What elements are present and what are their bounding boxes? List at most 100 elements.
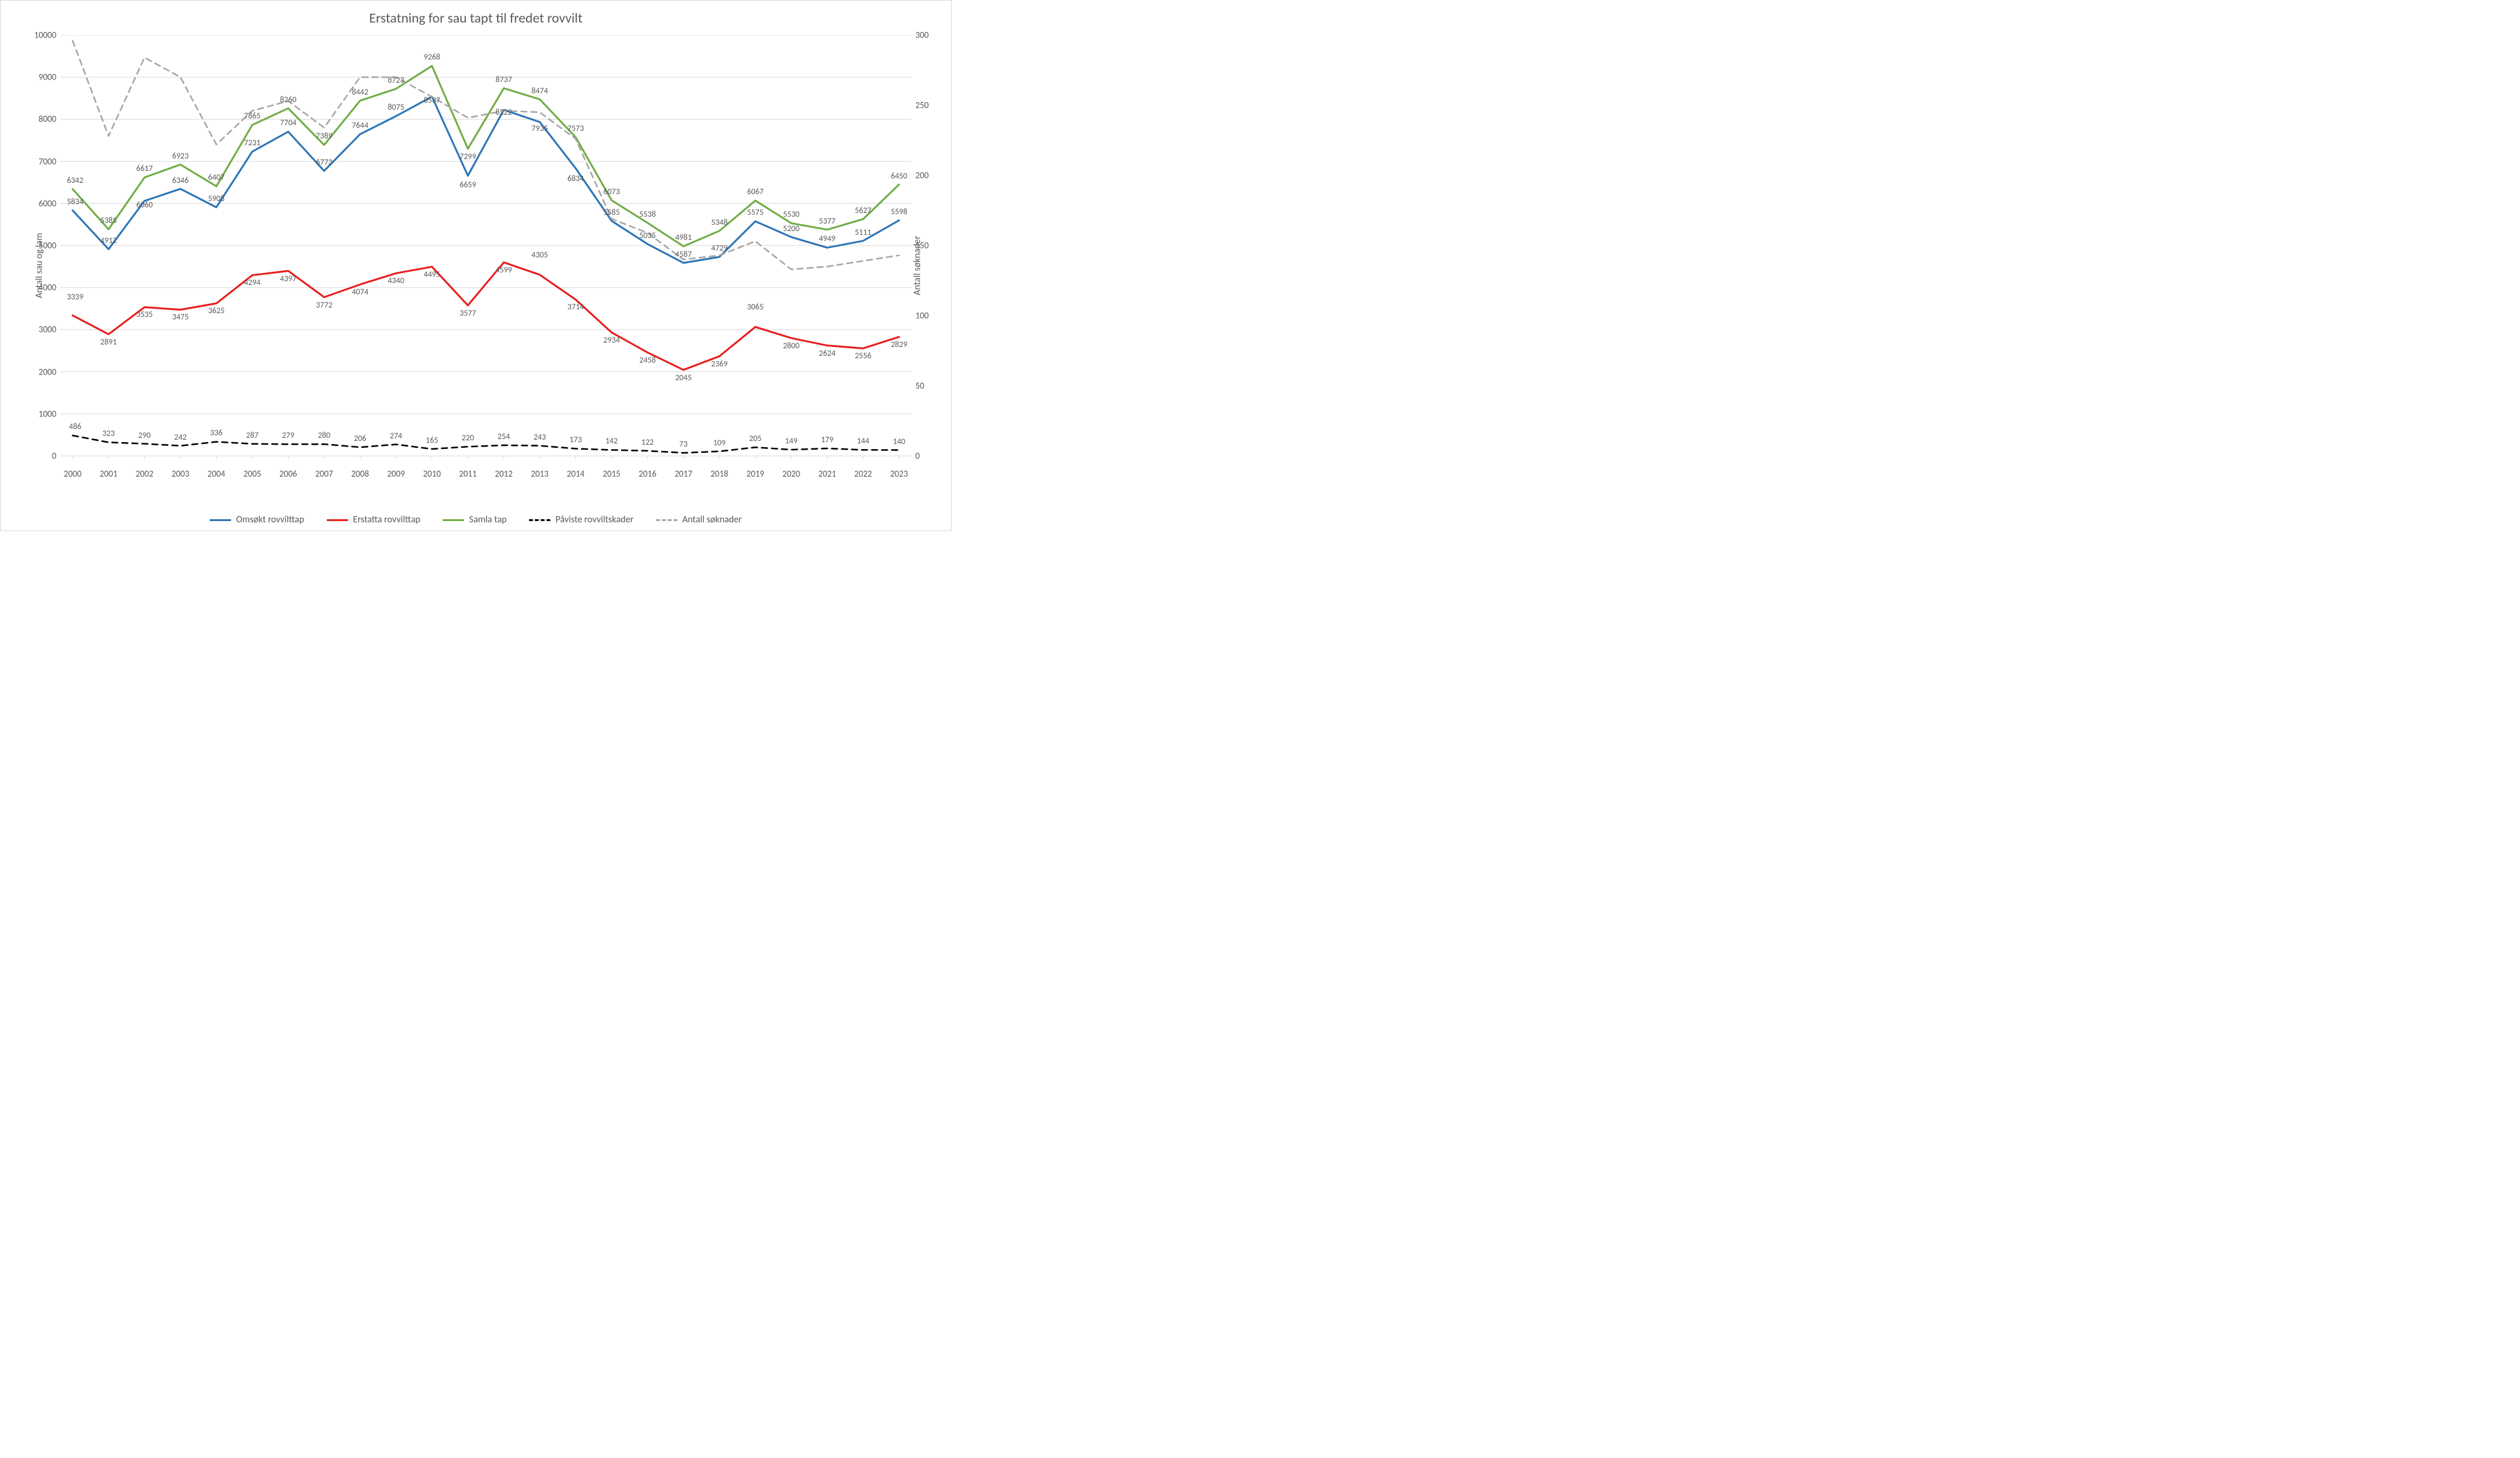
data-label: 4397 — [280, 274, 296, 284]
y-left-tick: 1000 — [39, 408, 56, 419]
data-label: 4949 — [819, 234, 835, 244]
x-tick: 2011 — [459, 468, 476, 479]
x-tick: 2012 — [495, 468, 512, 479]
y-left-tick: 3000 — [39, 324, 56, 335]
legend-item: Påviste rovviltskader — [529, 514, 634, 525]
data-label: 2556 — [855, 351, 871, 361]
data-label: 8474 — [532, 86, 548, 96]
x-tick: 2018 — [711, 468, 728, 479]
data-label: 4912 — [100, 236, 116, 246]
series-line — [73, 41, 899, 269]
y-left-tick: 8000 — [39, 114, 56, 125]
y-left-tick: 2000 — [39, 366, 56, 377]
data-label: 5530 — [783, 210, 800, 219]
series-line — [73, 435, 899, 453]
y-right-tick: 100 — [915, 311, 928, 321]
data-label: 73 — [679, 440, 687, 449]
data-label: 5908 — [208, 194, 224, 204]
data-label: 109 — [713, 438, 726, 448]
y-left-tick: 10000 — [34, 30, 56, 41]
data-label: 5627 — [855, 206, 871, 215]
x-tick: 2007 — [316, 468, 333, 479]
x-tick: 2023 — [890, 468, 908, 479]
data-label: 8075 — [388, 103, 404, 112]
x-tick: 2021 — [818, 468, 836, 479]
data-label: 2800 — [783, 341, 800, 351]
x-tick: 2002 — [136, 468, 153, 479]
data-label: 205 — [749, 434, 762, 443]
data-label: 254 — [498, 432, 510, 442]
data-label: 279 — [282, 431, 294, 440]
x-tick: 2003 — [172, 468, 189, 479]
y-right-tick: 0 — [915, 451, 920, 462]
y-left-tick: 6000 — [39, 198, 56, 209]
data-label: 165 — [426, 436, 438, 445]
series-line — [73, 262, 899, 370]
data-label: 6450 — [891, 172, 907, 181]
data-label: 5200 — [783, 224, 800, 234]
data-label: 3065 — [747, 302, 763, 312]
data-label: 287 — [246, 431, 259, 440]
data-label: 2829 — [891, 340, 907, 349]
x-tick: 2019 — [746, 468, 764, 479]
data-label: 5377 — [819, 217, 835, 226]
data-label: 220 — [461, 433, 474, 443]
data-label: 8537 — [424, 96, 440, 105]
data-label: 173 — [570, 435, 582, 445]
data-label: 5035 — [639, 231, 656, 240]
data-label: 7299 — [460, 152, 476, 162]
x-tick: 2004 — [207, 468, 225, 479]
data-label: 6342 — [67, 176, 83, 185]
data-label: 7865 — [244, 111, 260, 121]
y-right-tick: 250 — [915, 100, 928, 111]
data-label: 5348 — [711, 218, 728, 227]
x-tick: 2020 — [783, 468, 800, 479]
y-right-tick: 50 — [915, 381, 924, 391]
data-label: 7389 — [316, 132, 332, 141]
x-tick: 2014 — [567, 468, 584, 479]
data-label: 206 — [354, 434, 366, 443]
data-label: 7644 — [352, 121, 368, 130]
data-label: 5598 — [891, 207, 907, 217]
x-tick: 2001 — [100, 468, 117, 479]
x-tick: 2009 — [387, 468, 404, 479]
data-label: 2045 — [675, 373, 691, 383]
data-label: 6923 — [172, 152, 188, 161]
data-label: 4587 — [675, 250, 691, 259]
data-label: 2934 — [604, 336, 620, 345]
data-label: 7704 — [280, 118, 296, 128]
data-label: 149 — [785, 437, 798, 446]
chart-container: Erstatning for sau tapt til fredet rovvi… — [0, 0, 952, 531]
data-label: 8723 — [388, 76, 404, 85]
data-label: 8442 — [352, 88, 368, 97]
data-label: 4340 — [388, 276, 404, 286]
data-label: 179 — [821, 435, 833, 445]
plot-area: 0100020003000400050006000700080009000100… — [60, 35, 912, 480]
data-label: 9268 — [424, 53, 440, 62]
data-label: 242 — [174, 433, 187, 442]
data-label: 6834 — [567, 174, 584, 184]
data-label: 3714 — [567, 302, 584, 312]
data-label: 4294 — [244, 278, 260, 287]
legend-item: Omsøkt rovvilttap — [210, 514, 304, 525]
data-label: 3772 — [316, 301, 332, 310]
data-label: 2624 — [819, 349, 835, 358]
data-label: 8260 — [280, 95, 296, 105]
data-label: 5538 — [639, 210, 656, 219]
data-label: 6659 — [460, 180, 476, 190]
data-label: 274 — [390, 432, 403, 441]
x-tick: 2000 — [64, 468, 81, 479]
legend-line-icon — [656, 519, 677, 521]
x-tick: 2022 — [854, 468, 872, 479]
y-left-tick: 5000 — [39, 240, 56, 251]
legend-label: Antall søknader — [682, 514, 742, 525]
data-label: 144 — [857, 437, 870, 446]
data-label: 6407 — [208, 173, 224, 182]
legend-line-icon — [210, 519, 231, 521]
legend-item: Antall søknader — [656, 514, 742, 525]
legend-label: Erstatta rovvilttap — [353, 514, 421, 525]
data-label: 5575 — [747, 208, 763, 217]
data-label: 486 — [69, 422, 81, 432]
legend-label: Påviste rovviltskader — [555, 514, 634, 525]
data-label: 3625 — [208, 306, 224, 316]
